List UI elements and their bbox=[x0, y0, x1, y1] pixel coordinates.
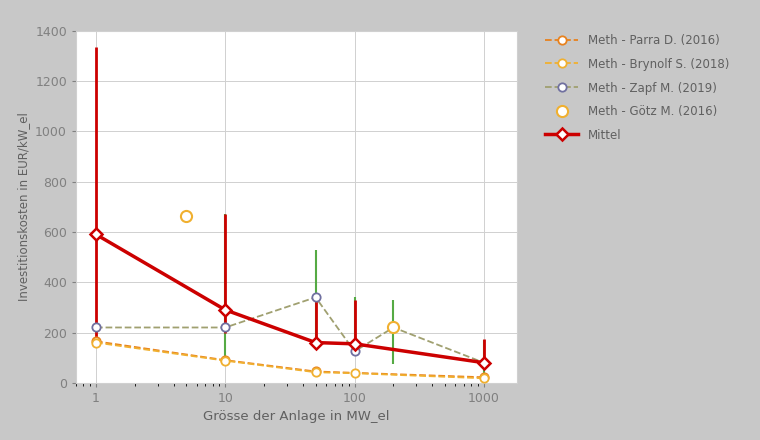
Meth - Brynolf S. (2018) bbox=[311, 370, 320, 375]
Mittel bbox=[350, 341, 359, 346]
X-axis label: Grösse der Anlage in MW_el: Grösse der Anlage in MW_el bbox=[203, 411, 390, 423]
Mittel bbox=[220, 307, 230, 312]
Meth - Brynolf S. (2018) bbox=[350, 370, 359, 376]
Meth - Brynolf S. (2018) bbox=[480, 376, 489, 381]
Legend: Meth - Parra D. (2016), Meth - Brynolf S. (2018), Meth - Zapf M. (2019), Meth - : Meth - Parra D. (2016), Meth - Brynolf S… bbox=[540, 29, 733, 147]
Meth - Parra D. (2016) bbox=[311, 369, 320, 374]
Meth - Zapf M. (2019) bbox=[350, 349, 359, 354]
Meth - Zapf M. (2019) bbox=[220, 325, 230, 330]
Line: Meth - Brynolf S. (2018): Meth - Brynolf S. (2018) bbox=[92, 338, 488, 382]
Meth - Brynolf S. (2018) bbox=[91, 340, 100, 345]
Meth - Zapf M. (2019) bbox=[389, 325, 398, 330]
Line: Mittel: Mittel bbox=[92, 230, 488, 367]
Meth - Götz M. (2016) bbox=[182, 213, 191, 218]
Meth - Parra D. (2016) bbox=[480, 374, 489, 380]
Meth - Parra D. (2016) bbox=[220, 358, 230, 363]
Meth - Götz M. (2016) bbox=[389, 325, 398, 330]
Meth - Zapf M. (2019) bbox=[311, 295, 320, 300]
Line: Meth - Götz M. (2016): Meth - Götz M. (2016) bbox=[181, 210, 399, 333]
Meth - Brynolf S. (2018) bbox=[220, 358, 230, 363]
Mittel bbox=[91, 232, 100, 237]
Mittel bbox=[480, 360, 489, 365]
Meth - Zapf M. (2019) bbox=[91, 325, 100, 330]
Mittel bbox=[311, 340, 320, 345]
Meth - Parra D. (2016) bbox=[91, 339, 100, 344]
Meth - Zapf M. (2019) bbox=[480, 360, 489, 365]
Y-axis label: Investitionskosten in EUR/kW_el: Investitionskosten in EUR/kW_el bbox=[17, 112, 30, 301]
Line: Meth - Parra D. (2016): Meth - Parra D. (2016) bbox=[92, 337, 488, 381]
Line: Meth - Zapf M. (2019): Meth - Zapf M. (2019) bbox=[92, 293, 488, 367]
